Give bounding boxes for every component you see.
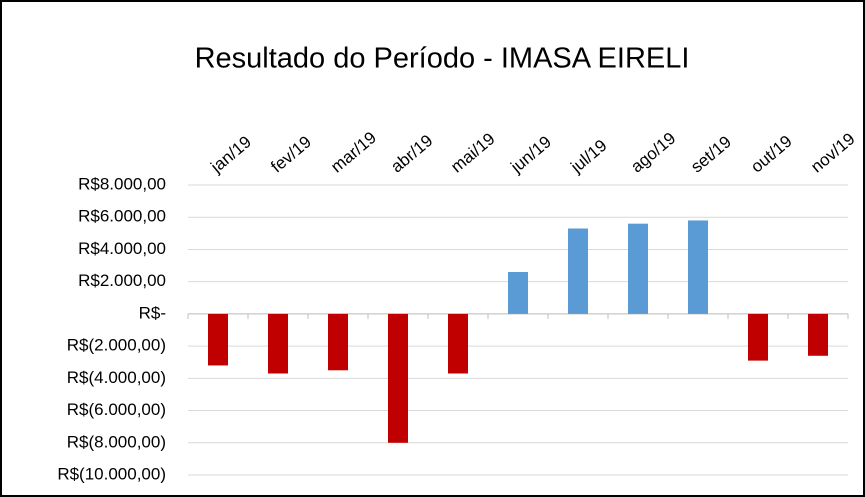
y-tick-label: R$(6.000,00) [67, 400, 166, 419]
bar [568, 228, 588, 314]
y-tick-label: R$(8.000,00) [67, 432, 166, 451]
y-tick-label: R$(2.000,00) [67, 336, 166, 355]
y-tick-label: R$(10.000,00) [57, 464, 166, 483]
bar [508, 272, 528, 314]
y-tick-label: R$4.000,00 [78, 239, 166, 258]
bar [268, 313, 288, 374]
bar [688, 220, 708, 314]
y-tick-label: R$2.000,00 [78, 271, 166, 290]
bar [388, 313, 408, 443]
bar [628, 223, 648, 314]
chart-title: Resultado do Período - IMASA EIRELI [195, 43, 690, 75]
y-tick-label: R$8.000,00 [78, 174, 166, 193]
bar [808, 313, 828, 356]
y-tick-label: R$(4.000,00) [67, 368, 166, 387]
bar [208, 313, 228, 366]
bar [748, 313, 768, 361]
y-tick-label: R$6.000,00 [78, 207, 166, 226]
y-tick-label: R$- [139, 303, 166, 322]
bar [448, 313, 468, 374]
bar [328, 313, 348, 371]
